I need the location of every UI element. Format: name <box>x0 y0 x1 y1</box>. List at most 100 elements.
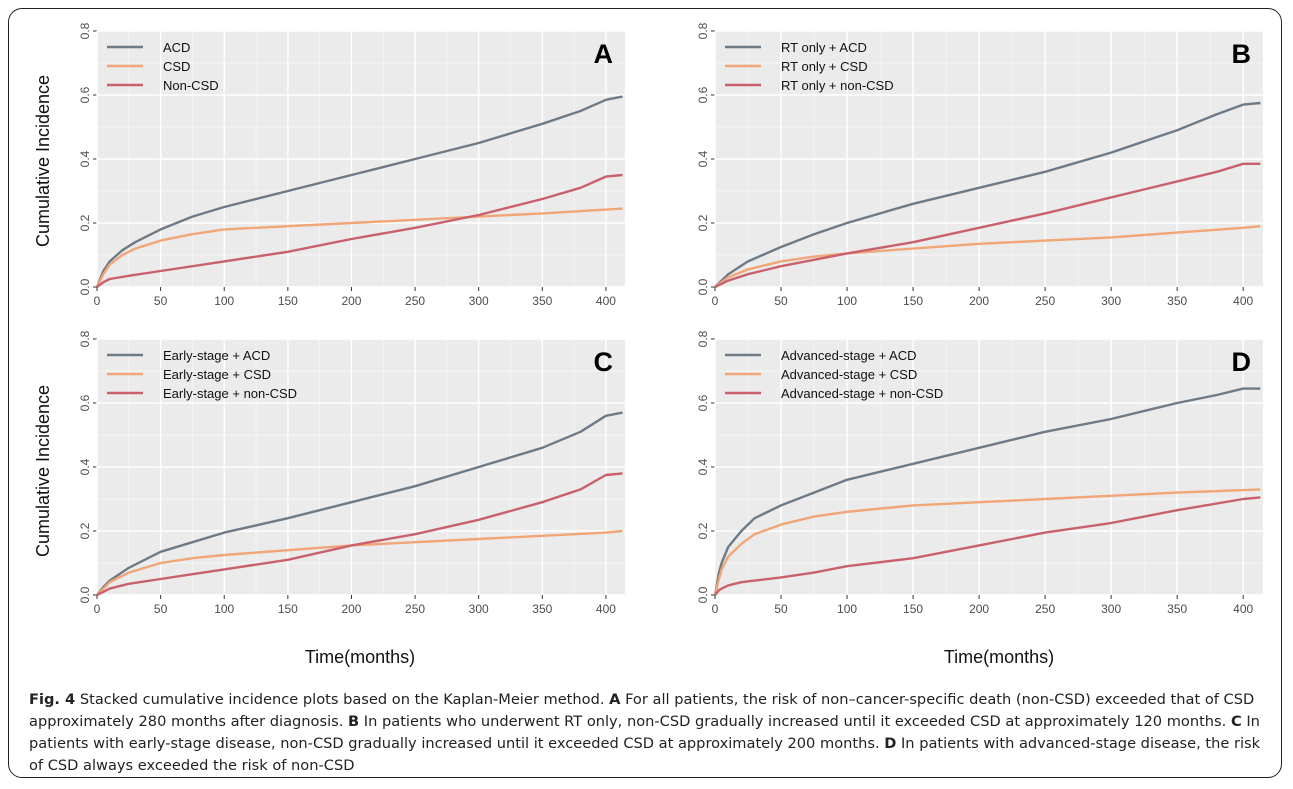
panel-c-legend-label-2: Early-stage + non-CSD <box>163 386 297 401</box>
panel-c-x-tick-label: 200 <box>341 602 361 616</box>
panel-b-x-tick-label: 300 <box>1101 294 1121 308</box>
panel-a-y-tick-label: 0.4 <box>78 150 92 167</box>
panel-a-y-tick-label: 0.8 <box>78 22 92 39</box>
panel-a: 0.0 0.2 0.4 0.6 0.8 0 50 100 150 200 250 300 350 400 A… <box>78 22 625 308</box>
panel-b-legend-label-0: RT only + ACD <box>781 40 867 55</box>
caption-text-b: In patients who underwent RT only, non-C… <box>363 713 1227 730</box>
panel-d-x-tick-label: 200 <box>969 602 989 616</box>
panel-c-series-line-1 <box>96 529 623 596</box>
panel-c-series-line-2 <box>96 472 623 597</box>
panel-a-x-tick-label: 100 <box>214 294 234 308</box>
panel-c-letter: C <box>594 347 614 377</box>
panel-a-y-tick-label: 0.0 <box>78 278 92 295</box>
panel-d-legend-label-2: Advanced-stage + non-CSD <box>781 386 943 401</box>
panel-d-x-tick-label: 150 <box>903 602 923 616</box>
panel-a-legend-label-2: Non-CSD <box>163 78 219 93</box>
panel-a-legend-label-0: ACD <box>163 40 190 55</box>
panel-a-x-tick-label: 300 <box>469 294 489 308</box>
x-axis-label-left: Time(months) <box>305 647 415 667</box>
figure-frame: Cumulative Incidence Cumulative Incidenc… <box>8 8 1282 778</box>
panel-b-y-tick-label: 0.0 <box>696 278 710 295</box>
panel-b-x-tick-label: 200 <box>969 294 989 308</box>
panel-b-x-tick-label: 150 <box>903 294 923 308</box>
figure-caption: Fig. 4 Stacked cumulative incidence plot… <box>29 689 1274 777</box>
panel-a-y-tick-label: 0.6 <box>78 86 92 103</box>
panel-a-legend-label-1: CSD <box>163 59 190 74</box>
panel-c-y-tick-label: 0.8 <box>78 330 92 347</box>
panel-a-x-tick-label: 0 <box>94 294 101 308</box>
panel-b-letter: B <box>1232 39 1252 69</box>
panel-d-y-tick-label: 0.0 <box>696 586 710 603</box>
caption-text-c: In patients with early-stage disease, no… <box>29 713 1260 752</box>
panel-d-x-tick-label: 300 <box>1101 602 1121 616</box>
panel-c-x-tick-label: 50 <box>154 602 168 616</box>
panel-a-x-tick-label: 150 <box>278 294 298 308</box>
panel-b-y-tick-label: 0.4 <box>696 150 710 167</box>
panel-c-y-tick-label: 0.6 <box>78 394 92 411</box>
panel-b-series-line-2 <box>714 162 1261 289</box>
panel-d-y-tick-label: 0.4 <box>696 458 710 475</box>
panel-d-legend-label-1: Advanced-stage + CSD <box>781 367 917 382</box>
panel-b: 0.0 0.2 0.4 0.6 0.8 0 50 100 150 200 250 300 350 400 R… <box>696 22 1263 308</box>
panel-a-series-line-0 <box>95 95 623 288</box>
panel-c-y-tick-label: 0.2 <box>78 522 92 539</box>
panel-d-series-line-0 <box>713 387 1261 596</box>
caption-letter-c: C <box>1230 713 1242 730</box>
panel-b-series-line-1 <box>714 225 1261 288</box>
panel-a-x-tick-label: 50 <box>154 294 168 308</box>
panel-d-series-line-2 <box>714 496 1261 596</box>
panel-b-x-tick-label: 400 <box>1233 294 1253 308</box>
caption-text-d: In patients with advanced-stage disease,… <box>29 735 1261 774</box>
panel-c: 0.0 0.2 0.4 0.6 0.8 0 50 100 150 200 250 300 350 400 E… <box>78 330 625 616</box>
panel-b-y-tick-label: 0.2 <box>696 214 710 231</box>
caption-letter-b: B <box>348 713 360 730</box>
panel-b-x-tick-label: 0 <box>712 294 719 308</box>
panel-d-y-tick-label: 0.6 <box>696 394 710 411</box>
panel-b-y-tick-label: 0.8 <box>696 22 710 39</box>
panel-d-legend-label-0: Advanced-stage + ACD <box>781 348 917 363</box>
panel-c-y-tick-label: 0.4 <box>78 458 92 475</box>
panel-c-x-tick-label: 0 <box>94 602 101 616</box>
chart-panels: 0.0 0.2 0.4 0.6 0.8 0 50 100 150 200 250 300 350 400 A… <box>78 22 1263 616</box>
panel-a-x-tick-label: 200 <box>341 294 361 308</box>
panel-b-x-tick-label: 350 <box>1167 294 1187 308</box>
panel-c-x-tick-label: 300 <box>469 602 489 616</box>
panel-c-series-line-0 <box>96 411 623 596</box>
caption-fig-label: Fig. 4 <box>29 691 76 708</box>
panel-c-legend-label-1: Early-stage + CSD <box>163 367 271 382</box>
y-axis-label-bottom: Cumulative Incidence <box>33 385 53 557</box>
panel-a-x-tick-label: 350 <box>532 294 552 308</box>
panel-a-letter: A <box>594 39 614 69</box>
caption-intro: Stacked cumulative incidence plots based… <box>79 691 605 708</box>
caption-text-a: For all patients, the risk of non–cancer… <box>29 691 1255 730</box>
panel-c-x-tick-label: 100 <box>214 602 234 616</box>
panel-b-x-tick-label: 100 <box>837 294 857 308</box>
panel-d-letter: D <box>1232 347 1252 377</box>
panel-d-x-tick-label: 0 <box>712 602 719 616</box>
panel-d: 0.0 0.2 0.4 0.6 0.8 0 50 100 150 200 250 300 350 400 A… <box>696 330 1263 616</box>
panel-c-x-tick-label: 350 <box>532 602 552 616</box>
panel-b-series-line-0 <box>714 101 1261 288</box>
x-axis-label-right: Time(months) <box>944 647 1054 667</box>
panel-c-x-tick-label: 250 <box>405 602 425 616</box>
panel-c-x-tick-label: 150 <box>278 602 298 616</box>
panel-b-y-tick-label: 0.6 <box>696 86 710 103</box>
panel-b-x-tick-label: 50 <box>774 294 788 308</box>
panel-d-series-line-1 <box>713 488 1261 596</box>
panel-d-x-tick-label: 400 <box>1233 602 1253 616</box>
panel-c-y-tick-label: 0.0 <box>78 586 92 603</box>
panel-d-x-tick-label: 50 <box>774 602 788 616</box>
figure-svg: Cumulative Incidence Cumulative Incidenc… <box>33 22 1263 667</box>
panel-b-legend-label-1: RT only + CSD <box>781 59 868 74</box>
panel-d-y-tick-label: 0.2 <box>696 522 710 539</box>
panel-d-x-tick-label: 250 <box>1035 602 1055 616</box>
panel-c-legend-label-0: Early-stage + ACD <box>163 348 270 363</box>
panel-a-series-line-2 <box>96 173 623 288</box>
panel-a-y-tick-label: 0.2 <box>78 214 92 231</box>
caption-letter-d: D <box>884 735 897 752</box>
panel-b-legend-label-2: RT only + non-CSD <box>781 78 894 93</box>
y-axis-label-top: Cumulative Incidence <box>33 75 53 247</box>
panel-c-x-tick-label: 400 <box>596 602 616 616</box>
panel-d-x-tick-label: 350 <box>1167 602 1187 616</box>
panel-a-x-tick-label: 400 <box>596 294 616 308</box>
